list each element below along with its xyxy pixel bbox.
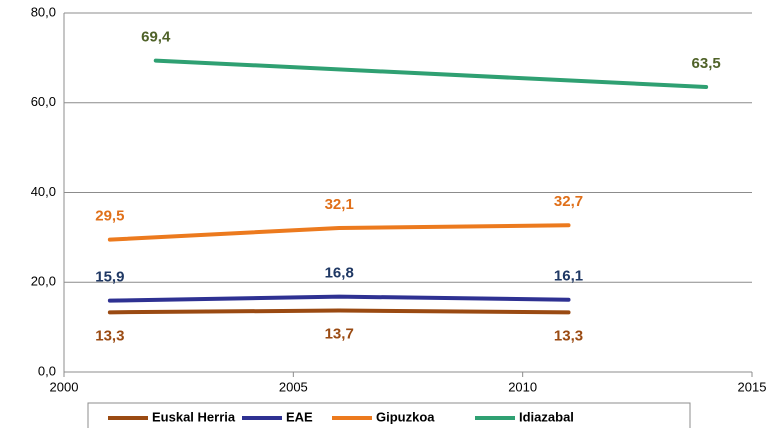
data-label: 69,4 xyxy=(141,29,171,46)
data-label: 29,5 xyxy=(95,208,124,225)
x-tick-label: 2015 xyxy=(738,379,767,394)
series-line xyxy=(107,308,571,315)
data-label: 13,3 xyxy=(554,327,583,344)
data-label: 15,9 xyxy=(95,269,124,286)
series-line xyxy=(153,58,709,90)
y-tick-label: 80,0 xyxy=(31,4,56,19)
legend-label: EAE xyxy=(286,409,313,424)
x-tick-label: 2000 xyxy=(50,379,79,394)
series-line xyxy=(107,294,571,303)
x-tick-label: 2010 xyxy=(508,379,537,394)
y-tick-label: 0,0 xyxy=(38,363,56,378)
data-label: 63,5 xyxy=(692,55,721,72)
y-tick-label: 60,0 xyxy=(31,94,56,109)
y-tick-label: 40,0 xyxy=(31,184,56,199)
data-label: 13,3 xyxy=(95,327,124,344)
legend-label: Gipuzkoa xyxy=(376,409,435,424)
y-tick-label: 20,0 xyxy=(31,274,56,289)
data-label: 13,7 xyxy=(325,325,354,342)
data-label: 32,1 xyxy=(325,196,354,213)
data-label: 16,8 xyxy=(325,265,354,282)
x-tick-label: 2005 xyxy=(279,379,308,394)
data-label: 32,7 xyxy=(554,193,583,210)
legend-label: Euskal Herria xyxy=(152,409,236,424)
legend-box xyxy=(87,402,691,428)
legend-label: Idiazabal xyxy=(519,409,574,424)
data-label: 16,1 xyxy=(554,268,583,285)
series-line xyxy=(107,223,571,242)
